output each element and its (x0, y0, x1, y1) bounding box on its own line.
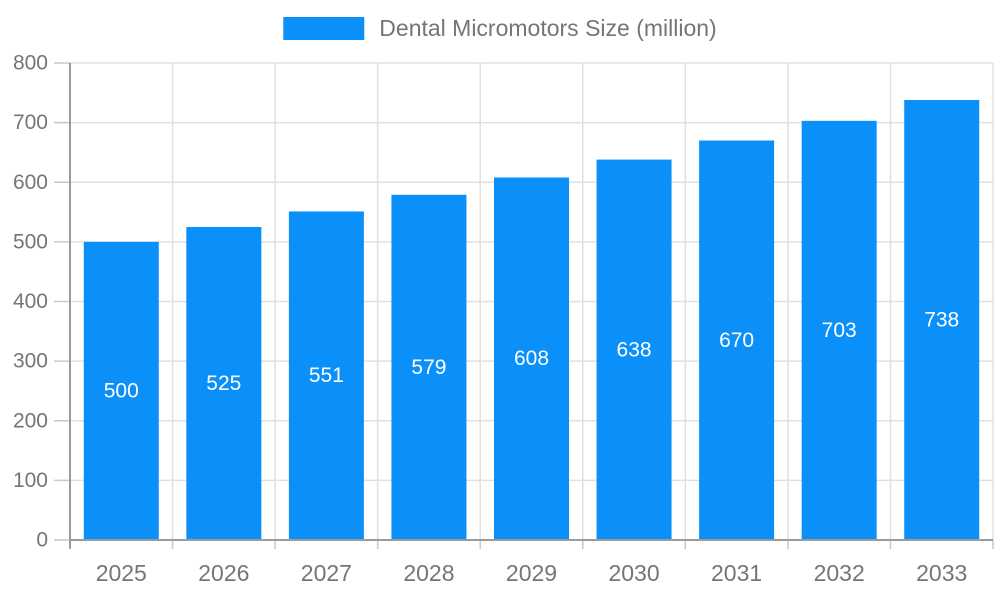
bar-value-label: 525 (206, 372, 241, 395)
y-axis-label: 700 (13, 111, 48, 134)
bar-2031 (699, 140, 775, 540)
y-axis-label: 300 (13, 350, 48, 373)
x-axis-label: 2033 (916, 560, 967, 586)
bar-value-label: 608 (514, 347, 549, 370)
bar-2025 (83, 241, 159, 540)
y-axis-label: 800 (13, 52, 48, 75)
x-axis-label: 2027 (301, 560, 352, 586)
x-axis-label: 2028 (403, 560, 454, 586)
axes (69, 63, 993, 549)
bar-value-label: 638 (617, 338, 652, 361)
x-axis-label: 2026 (198, 560, 249, 586)
y-axis-label: 200 (13, 409, 48, 432)
bar-2033 (904, 99, 980, 540)
bar-value-label: 703 (822, 319, 857, 342)
x-axis-label: 2030 (608, 560, 659, 586)
legend-series-label: Dental Micromotors Size (million) (379, 15, 717, 41)
y-axis-label: 600 (13, 171, 48, 194)
x-axis-label: 2032 (814, 560, 865, 586)
bar-value-label: 551 (309, 364, 344, 387)
legend[interactable]: Dental Micromotors Size (million) (283, 15, 717, 41)
y-axis-label: 0 (36, 529, 48, 552)
legend-swatch (283, 17, 365, 40)
bar-2026 (186, 226, 262, 540)
bar-value-label: 738 (924, 308, 959, 331)
bar-value-label: 579 (411, 356, 446, 379)
bars (83, 99, 980, 541)
bar-2029 (494, 177, 569, 541)
y-axis-label: 500 (13, 230, 48, 253)
bar-2030 (596, 159, 672, 540)
bar-2027 (288, 211, 364, 540)
bar-2032 (801, 120, 877, 541)
labels: 500 525 551 579 608 638 670 703 738 0 100 200 300 400… (13, 52, 967, 587)
x-axis-label: 2025 (96, 560, 147, 586)
y-axis-label: 400 (13, 290, 48, 313)
bar-value-label: 500 (104, 379, 139, 402)
bar-value-label: 670 (719, 329, 754, 352)
bar-2028 (391, 194, 467, 541)
x-axis-label: 2029 (506, 560, 557, 586)
y-axis-label: 100 (13, 469, 48, 492)
x-axis-label: 2031 (711, 560, 762, 586)
